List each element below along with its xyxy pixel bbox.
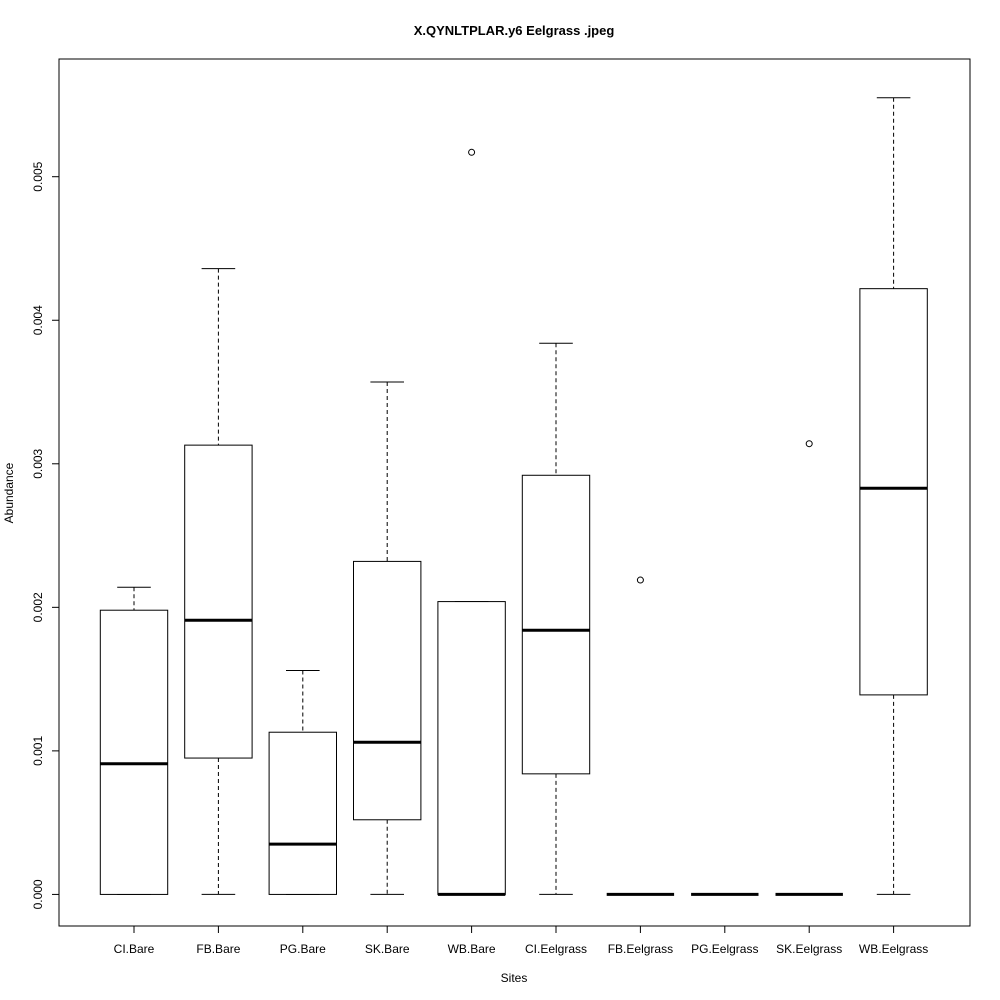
box-fb-bare bbox=[184, 268, 253, 895]
y-tick-label: 0.002 bbox=[31, 592, 45, 622]
box-wb-eelgrass bbox=[859, 97, 928, 895]
box-ci-eelgrass bbox=[521, 342, 591, 895]
x-tick-label: PG.Eelgrass bbox=[691, 942, 758, 956]
y-tick-label: 0.005 bbox=[31, 161, 45, 191]
iqr-box bbox=[437, 601, 506, 895]
box-ci-bare bbox=[99, 586, 169, 895]
iqr-box bbox=[184, 444, 253, 759]
outlier-point bbox=[636, 576, 644, 584]
x-axis: CI.Bare FB.Bare PG.Bare SK.Bare WB.Bare CI.Ee… bbox=[114, 925, 928, 956]
box-wb-bare bbox=[437, 148, 506, 896]
x-tick-label: PG.Bare bbox=[280, 942, 326, 956]
x-tick-label: SK.Bare bbox=[365, 942, 410, 956]
iqr-box bbox=[353, 560, 422, 821]
y-tick-label: 0.004 bbox=[31, 305, 45, 335]
y-tick-label: 0.003 bbox=[31, 448, 45, 478]
x-tick-label: CI.Bare bbox=[114, 942, 155, 956]
x-tick-label: CI.Eelgrass bbox=[525, 942, 587, 956]
iqr-box bbox=[521, 474, 591, 775]
box-pg-bare bbox=[268, 669, 338, 895]
iqr-box bbox=[859, 288, 928, 696]
outlier-point bbox=[805, 440, 813, 448]
chart-title: X.QYNLTPLAR.y6 Eelgrass .jpeg bbox=[414, 23, 615, 38]
outlier-point bbox=[468, 148, 476, 156]
x-axis-label: Sites bbox=[501, 971, 528, 985]
x-tick-label: FB.Bare bbox=[196, 942, 240, 956]
y-axis-label: Abundance bbox=[2, 462, 16, 523]
y-axis: 0.000 0.001 0.002 0.003 0.004 0.005 bbox=[31, 161, 60, 909]
y-tick-label: 0.001 bbox=[31, 736, 45, 766]
x-tick-label: SK.Eelgrass bbox=[776, 942, 842, 956]
box-sk-eelgrass bbox=[775, 440, 843, 896]
x-tick-label: FB.Eelgrass bbox=[608, 942, 673, 956]
iqr-box bbox=[99, 609, 169, 895]
box-fb-eelgrass bbox=[606, 576, 675, 896]
x-tick-label: WB.Eelgrass bbox=[859, 942, 928, 956]
x-tick-label: WB.Bare bbox=[448, 942, 496, 956]
y-tick-label: 0.000 bbox=[31, 879, 45, 909]
boxes-group bbox=[99, 97, 928, 896]
iqr-box bbox=[268, 731, 338, 895]
box-sk-bare bbox=[353, 381, 422, 895]
